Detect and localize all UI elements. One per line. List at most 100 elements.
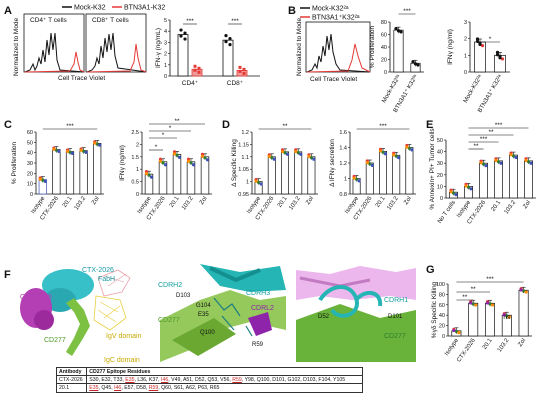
c-prolif-point bbox=[98, 143, 102, 147]
c-ifng-point bbox=[186, 159, 191, 163]
c-prolif-point bbox=[57, 149, 61, 153]
d-kill-xtick-label: Zol bbox=[305, 196, 315, 206]
b-prolif-ytick-label: 0 bbox=[384, 70, 387, 76]
a-bar-point bbox=[179, 34, 183, 38]
c-prolif-bar bbox=[65, 151, 75, 195]
d-kill-point bbox=[294, 149, 298, 154]
d-kill-point bbox=[257, 180, 261, 184]
b-hist-xlabel: Cell Trace Violet bbox=[310, 76, 357, 83]
c-ifng-point bbox=[163, 163, 168, 167]
table-row: 20.1 E35, Q45, I46, E57, D58, R59, Q60, … bbox=[55, 383, 363, 393]
table-header-residues: CD277 Epitope Residues bbox=[86, 366, 363, 377]
d-kill-point bbox=[270, 156, 274, 160]
c-prolif-bar bbox=[52, 149, 61, 195]
e-annexin-ylabel: % Annexin+ PI+ Tumor cells bbox=[429, 128, 436, 210]
label-d52: D52 bbox=[318, 314, 330, 320]
d-ifng-point bbox=[352, 176, 356, 180]
panel-label-e: E bbox=[426, 119, 433, 131]
b-ifng-point bbox=[480, 44, 485, 48]
c-prolif-point bbox=[95, 142, 99, 146]
b-prolif-sig-label: *** bbox=[403, 8, 411, 15]
e-annexin-point bbox=[451, 191, 456, 195]
d-ifng-xtick-label: Zol bbox=[403, 196, 413, 206]
d-ifng-bar bbox=[379, 151, 387, 195]
d-kill-ytick-label: 1.05 bbox=[238, 167, 249, 173]
c-prolif-xtick-label: 20.1 bbox=[62, 195, 74, 209]
c-ifng-point bbox=[189, 161, 193, 165]
c-prolif-xtick-label: Zol bbox=[91, 196, 101, 206]
b-ifng-point bbox=[498, 56, 502, 60]
e-annexin-xtick-label: Zol bbox=[522, 200, 532, 210]
d-ifng-bar bbox=[392, 154, 401, 195]
c-ifng-point bbox=[200, 154, 205, 158]
label-cd277-overview: CD277 bbox=[44, 337, 66, 344]
g-kill-ytick-label: 80 bbox=[439, 292, 445, 298]
b-prolif-ytick-label: 80 bbox=[381, 20, 387, 26]
table-cell-antibody: CTX-2026 bbox=[55, 375, 88, 385]
c-ifng-bar bbox=[172, 153, 182, 195]
d-kill-point bbox=[272, 157, 276, 161]
a-bar-point bbox=[197, 66, 201, 70]
e-annexin-point bbox=[481, 162, 486, 166]
e-annexin-ytick-label: 40 bbox=[437, 150, 443, 156]
e-annexin-point bbox=[469, 187, 473, 191]
c-prolif-point bbox=[84, 150, 88, 154]
e-annexin-point bbox=[496, 160, 501, 164]
e-annexin-point bbox=[514, 155, 518, 160]
d-ifng-ytick-label: 1 bbox=[344, 177, 347, 183]
e-annexin-ytick-label: 0 bbox=[440, 196, 443, 202]
c-prolif-point bbox=[38, 177, 42, 181]
g-kill-point bbox=[519, 288, 523, 292]
d-kill-point bbox=[307, 154, 311, 158]
d-ifng-sig-label: *** bbox=[379, 123, 387, 130]
c-ifng-point bbox=[158, 159, 163, 163]
d-kill-bar bbox=[294, 151, 303, 195]
a-bar-point bbox=[238, 65, 242, 69]
d-ifng-point bbox=[381, 150, 385, 154]
g-kill-sig-label: ns bbox=[503, 314, 511, 321]
a-hist-xlabel: Cell Trace Violet bbox=[58, 75, 105, 82]
c-prolif-point bbox=[79, 148, 83, 152]
g-kill-ytick-label: 0 bbox=[442, 334, 445, 340]
e-annexin-point bbox=[466, 185, 471, 189]
a-bar-point bbox=[228, 37, 232, 41]
d-ifng-point bbox=[357, 179, 361, 183]
a-bar-point bbox=[224, 40, 228, 44]
d-kill-point bbox=[254, 179, 258, 183]
panel-label-a: A bbox=[4, 5, 12, 17]
label-fabh-1: CTX-2026 bbox=[82, 267, 114, 274]
e-annexin-xtick-label: No T cells bbox=[437, 200, 457, 225]
g-kill-ylabel: %γδ Specific Killing bbox=[431, 281, 438, 338]
legend-a: Mock-K32 BTN3A1-K32 bbox=[62, 5, 165, 12]
d-kill-xtick-label: 103.2 bbox=[288, 195, 302, 211]
a-bar-point bbox=[179, 28, 183, 32]
d-ifng-point bbox=[410, 148, 414, 152]
d-ifng-point bbox=[365, 161, 369, 165]
label-igc: IgC domain bbox=[104, 357, 140, 364]
b-ifng-ytick-label: 1 bbox=[464, 53, 467, 59]
g-kill-sig-label: ** bbox=[462, 294, 468, 301]
g-kill-xtick-label: 20.1 bbox=[482, 337, 494, 351]
a-bar-ytick-label: 5 bbox=[164, 18, 167, 24]
e-annexin-sig-label: *** bbox=[495, 122, 503, 129]
c-ifng-point bbox=[203, 156, 207, 160]
d-kill-point bbox=[283, 151, 287, 155]
label-q100: Q100 bbox=[200, 330, 215, 336]
d-ifng-point bbox=[392, 153, 396, 157]
a-bar-point bbox=[193, 64, 197, 68]
b-prolif-point bbox=[411, 60, 415, 64]
a-bar-xtick-label: CD8⁺ bbox=[227, 80, 244, 87]
b-ifng-xtick-label: Mock-K32²ᵃ bbox=[463, 73, 484, 104]
table-cell-residues: S30, E32, T33, E35, L36, K37, I46, V49, … bbox=[86, 375, 363, 385]
label-fabl-2: FabL bbox=[22, 303, 38, 310]
d-kill-point bbox=[259, 182, 263, 186]
d-kill-ytick-label: 1.15 bbox=[238, 142, 249, 148]
c-ifng-ytick-label: 1 bbox=[136, 167, 139, 173]
e-annexin-bar bbox=[524, 160, 533, 199]
e-annexin-point bbox=[464, 184, 468, 188]
label-cdrl2: CDRL2 bbox=[251, 305, 274, 312]
a-bar bbox=[236, 70, 248, 77]
panel-label-c: C bbox=[4, 119, 12, 131]
d-ifng-point bbox=[368, 162, 372, 166]
table-cell-residues: E35, Q45, I46, E57, D58, R59, Q60, S61, … bbox=[86, 383, 363, 393]
